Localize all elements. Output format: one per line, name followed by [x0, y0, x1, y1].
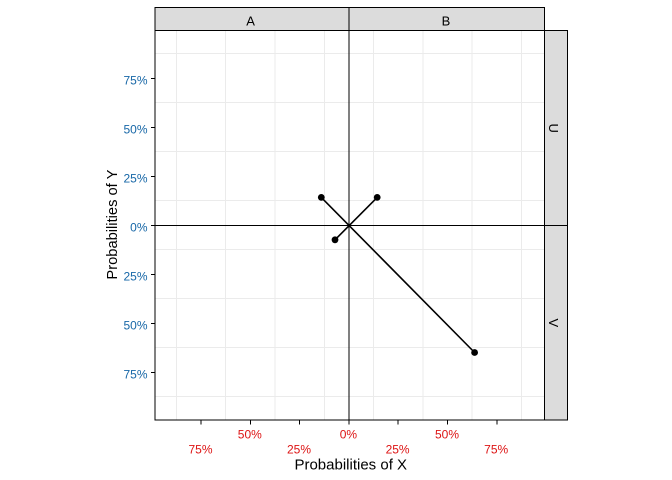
- svg-text:50%: 50%: [238, 428, 262, 442]
- svg-text:Probabilities of X: Probabilities of X: [294, 457, 407, 474]
- svg-text:0%: 0%: [130, 220, 148, 234]
- svg-text:50%: 50%: [123, 122, 147, 136]
- svg-text:25%: 25%: [123, 269, 147, 283]
- svg-text:50%: 50%: [435, 428, 459, 442]
- svg-text:75%: 75%: [484, 442, 508, 456]
- svg-text:V: V: [546, 318, 561, 327]
- svg-text:75%: 75%: [123, 367, 147, 381]
- svg-text:A: A: [246, 14, 255, 29]
- svg-text:75%: 75%: [123, 73, 147, 87]
- svg-text:25%: 25%: [123, 171, 147, 185]
- svg-text:U: U: [546, 124, 561, 133]
- svg-text:Probabilities of Y: Probabilities of Y: [105, 169, 121, 279]
- svg-text:B: B: [442, 14, 451, 29]
- svg-text:50%: 50%: [123, 318, 147, 332]
- svg-text:75%: 75%: [188, 442, 212, 456]
- svg-text:25%: 25%: [386, 442, 410, 456]
- svg-text:0%: 0%: [340, 428, 358, 442]
- svg-text:25%: 25%: [287, 442, 311, 456]
